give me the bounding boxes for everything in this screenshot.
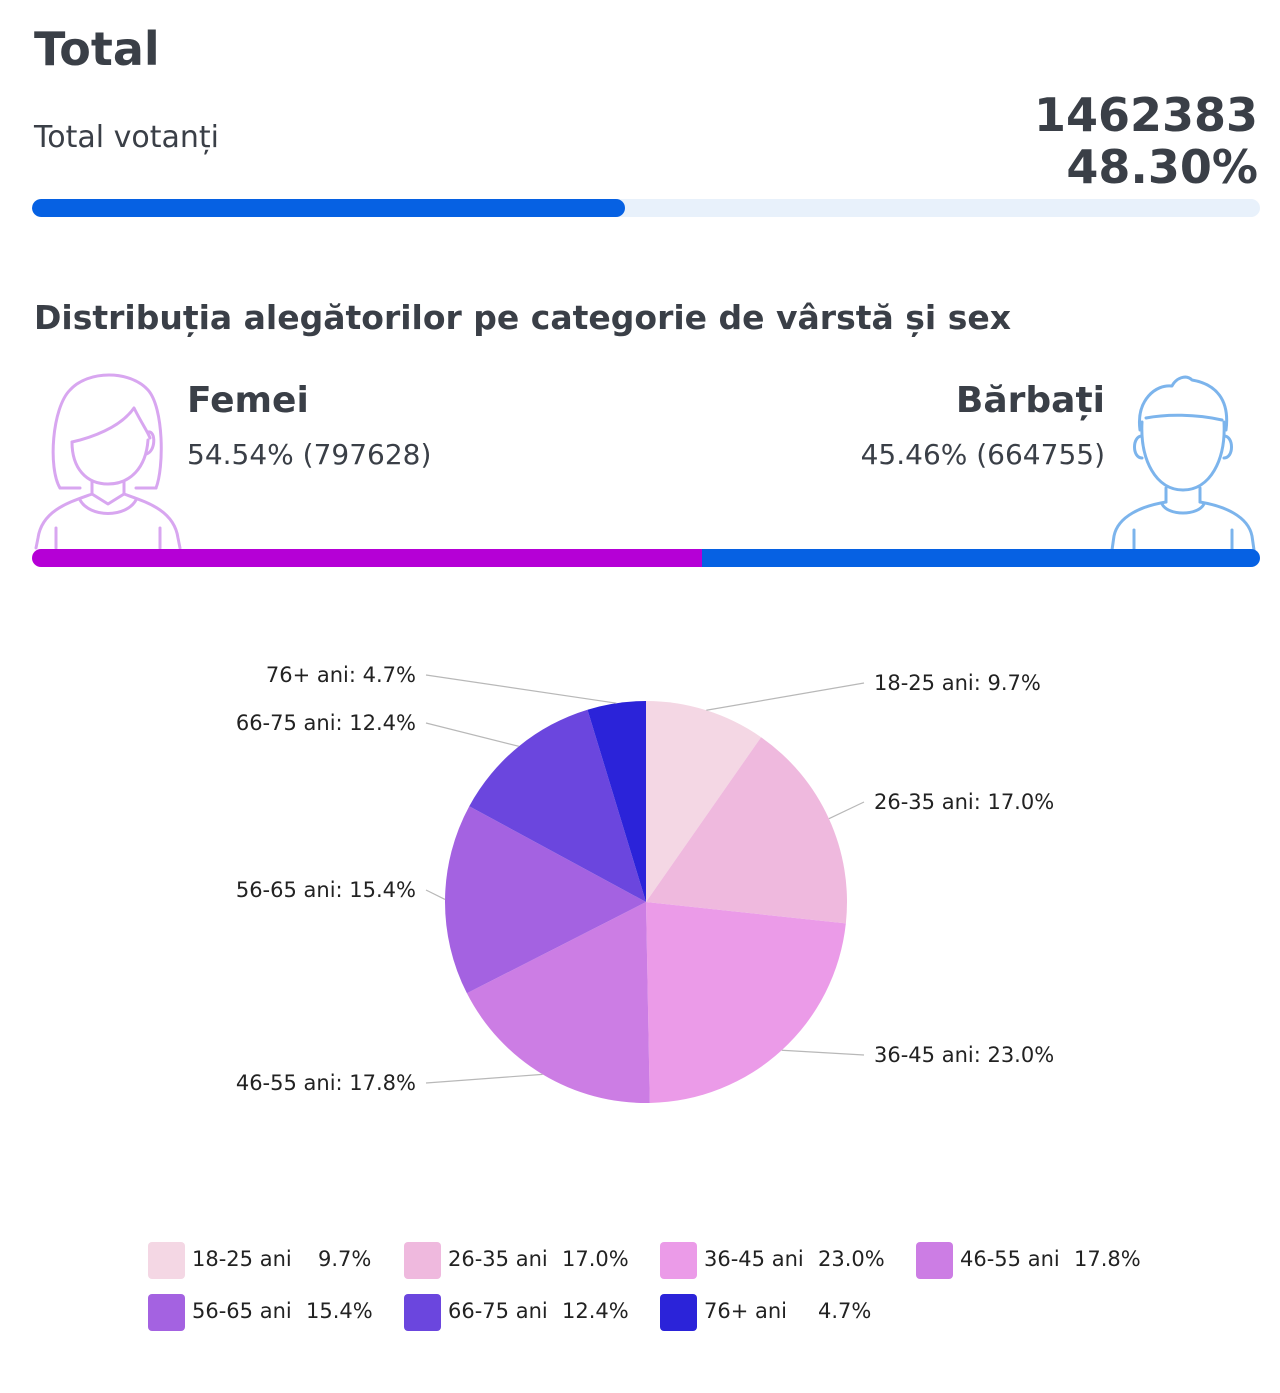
legend-item-56-65-ani[interactable]: 56-65 ani 15.4% [148,1294,388,1332]
legend-value: 15.4% [306,1299,373,1323]
legend-label: 18-25 ani [192,1247,292,1271]
gender-split-bar [32,549,1260,567]
leader-line-18-25-ani [706,682,865,711]
gender-bar-female [32,549,702,567]
legend-label: 36-45 ani [704,1247,804,1271]
data-label-56-65-ani: 56-65 ani: 15.4% [236,878,416,902]
data-label-46-55-ani: 46-55 ani: 17.8% [236,1071,416,1095]
legend-item-36-45-ani[interactable]: 36-45 ani 23.0% [660,1242,900,1280]
gender-bar-male [701,549,1260,567]
legend-swatch [660,1242,697,1279]
legend-value: 9.7% [318,1247,372,1271]
legend-value: 12.4% [562,1299,629,1323]
data-label-36-45-ani: 36-45 ani: 23.0% [874,1043,1054,1067]
leader-line-46-55-ani [425,1073,543,1084]
legend-item-18-25-ani[interactable]: 18-25 ani 9.7% [148,1242,388,1280]
male-label: Bărbați [955,380,1105,421]
legend-item-76-ani[interactable]: 76+ ani 4.7% [660,1294,900,1332]
legend-value: 4.7% [818,1299,872,1323]
legend-item-66-75-ani[interactable]: 66-75 ani 12.4% [404,1294,644,1332]
pie-slice-56-65-ani[interactable] [445,806,646,994]
legend-item-46-55-ani[interactable]: 46-55 ani 17.8% [916,1242,1156,1280]
legend-swatch [660,1294,697,1331]
pie-slice-66-75-ani[interactable] [469,709,646,902]
man-avatar-icon [1106,370,1262,552]
legend-label: 46-55 ani [960,1247,1060,1271]
female-stat: 54.54% (797628) [187,438,432,471]
leader-line-56-65-ani [425,889,446,901]
woman-avatar-icon [30,368,186,552]
data-label-18-25-ani: 18-25 ani: 9.7% [874,671,1041,695]
data-label-76-ani: 76+ ani: 4.7% [266,663,416,687]
pie-slice-46-55-ani[interactable] [466,902,650,1103]
legend-label: 76+ ani [704,1299,788,1323]
section-title: Distribuția alegătorilor pe categorie de… [34,298,1011,337]
legend-swatch [404,1294,441,1331]
age-pie-chart: 18-25 ani: 9.7% 26-35 ani: 17.0% 36-45 ani… [236,663,1054,1103]
pie-slice-18-25-ani[interactable] [646,701,762,902]
data-label-66-75-ani: 66-75 ani: 12.4% [236,711,416,735]
leader-line-66-75-ani [425,722,519,747]
total-voters-count: 1462383 [1033,88,1258,142]
legend-item-26-35-ani[interactable]: 26-35 ani 17.0% [404,1242,644,1280]
turnout-progress-bar [32,199,1260,217]
legend-swatch [916,1242,953,1279]
legend-swatch [148,1242,185,1279]
leader-line-26-35-ani [828,801,865,820]
legend-label: 66-75 ani [448,1299,548,1323]
pie-slice-26-35-ani[interactable] [646,737,847,924]
legend-value: 17.0% [562,1247,629,1271]
legend-label: 26-35 ani [448,1247,548,1271]
total-voters-label: Total votanți [34,120,219,155]
female-label: Femei [187,380,309,421]
page-title: Total [34,22,160,76]
legend-value: 17.8% [1074,1247,1141,1271]
male-stat: 45.46% (664755) [860,438,1105,471]
legend-swatch [404,1242,441,1279]
leader-line-76-ani [425,674,617,704]
pie-slice-36-45-ani[interactable] [646,902,846,1103]
legend-label: 56-65 ani [192,1299,292,1323]
total-voters-percent: 48.30% [1066,140,1258,194]
data-label-26-35-ani: 26-35 ani: 17.0% [874,790,1054,814]
legend-swatch [148,1294,185,1331]
turnout-progress-fill [32,199,626,217]
leader-line-36-45-ani [781,1049,865,1056]
legend-value: 23.0% [818,1247,885,1271]
pie-slice-76-ani[interactable] [587,701,646,902]
